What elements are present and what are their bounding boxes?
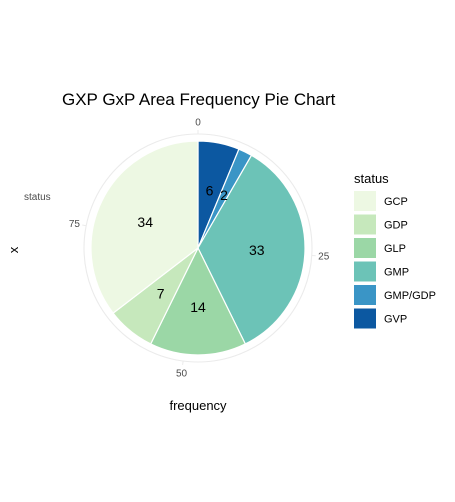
legend-label: GDP: [384, 220, 408, 232]
pie-slice-glp: [149, 246, 247, 356]
slice-value-label: 34: [137, 214, 153, 230]
legend-key-gdp: [354, 214, 376, 235]
radial-tick-mark: [82, 224, 87, 227]
legend-key-gmp: [354, 261, 376, 282]
x-axis-label: frequency: [169, 398, 227, 413]
slice-value-label: 14: [190, 299, 206, 315]
y-axis-label: x: [6, 246, 21, 253]
legend-key-gvp: [354, 308, 376, 329]
chart-title: GXP GxP Area Frequency Pie Chart: [62, 90, 336, 109]
radial-tick-label: 75: [69, 219, 81, 230]
radial-tick-label: 0: [195, 118, 201, 129]
pie-slice-gcp: [90, 140, 199, 314]
slice-value-label: 2: [220, 187, 228, 203]
radial-tick-group: 0 25 50 75: [69, 118, 330, 380]
radial-tick-mark: [182, 360, 184, 366]
radial-tick-label: 25: [318, 252, 330, 263]
legend-label: GMP/GDP: [384, 290, 436, 302]
slice-group: [90, 140, 306, 356]
radial-tick-label: 50: [176, 368, 188, 379]
legend: GCP GDP GLP GMP GMP/GDP GVP: [354, 191, 436, 329]
slice-value-label: 7: [157, 285, 165, 301]
legend-key-gcp: [354, 191, 376, 211]
legend-label: GVP: [384, 314, 407, 326]
pie-slice-gmp: [197, 154, 306, 345]
slice-value-label: 6: [206, 182, 214, 198]
legend-label: GMP: [384, 267, 409, 279]
legend-label: GCP: [384, 196, 408, 208]
category-tick-label: status: [24, 192, 51, 203]
slice-label-group: 6 2 33 14 7 34: [137, 182, 264, 315]
slice-value-label: 33: [249, 242, 265, 258]
legend-label: GLP: [384, 243, 406, 255]
legend-key-glp: [354, 238, 376, 258]
legend-title: status: [354, 171, 389, 186]
legend-key-gmp-gdp: [354, 285, 376, 305]
